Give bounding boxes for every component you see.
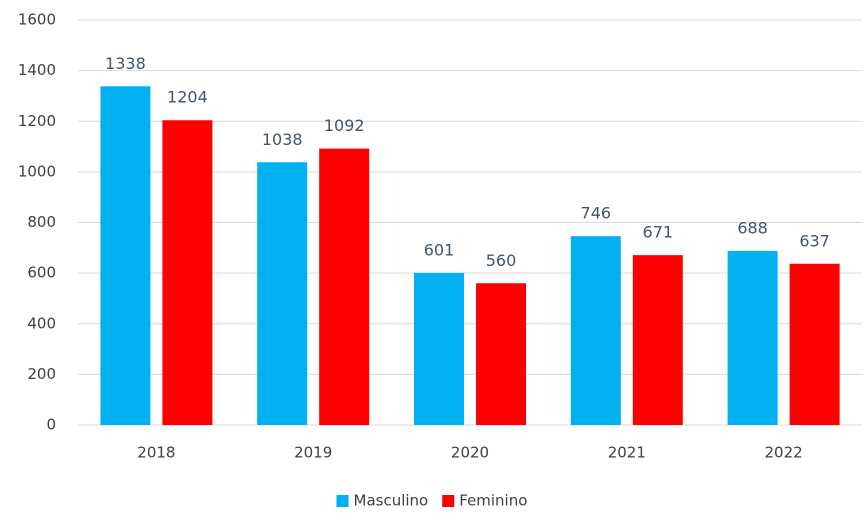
bar (476, 283, 526, 425)
y-tick-label: 1000 (18, 162, 56, 180)
x-tick-label: 2019 (294, 444, 332, 462)
x-tick-label: 2021 (608, 444, 646, 462)
bar (100, 86, 151, 425)
x-tick-label: 2022 (765, 444, 803, 462)
bar (632, 255, 683, 425)
y-tick-label: 1400 (18, 61, 56, 79)
y-tick-label: 1200 (18, 112, 56, 130)
data-label: 637 (799, 231, 830, 250)
bar (162, 120, 213, 426)
data-label: 1338 (105, 54, 146, 73)
y-tick-label: 600 (27, 264, 56, 282)
legend-label: Masculino (354, 492, 429, 510)
x-tick-label: 2018 (137, 444, 175, 462)
data-label: 671 (643, 223, 674, 242)
bar (727, 250, 778, 425)
legend-label: Feminino (459, 492, 527, 510)
x-tick-label: 2020 (451, 444, 489, 462)
data-label: 746 (581, 204, 612, 223)
y-tick-label: 1600 (18, 11, 56, 29)
bar (319, 148, 370, 425)
y-tick-label: 200 (27, 365, 56, 383)
data-label: 688 (737, 218, 768, 237)
legend-swatch (336, 495, 349, 507)
data-label: 560 (486, 251, 517, 270)
data-label: 601 (424, 240, 455, 259)
bar (570, 236, 621, 425)
bar (414, 272, 464, 425)
y-tick-label: 0 (46, 416, 56, 434)
bar (257, 162, 308, 425)
y-tick-label: 800 (27, 213, 56, 231)
data-label: 1092 (324, 116, 365, 135)
y-tick-label: 400 (27, 314, 56, 332)
data-label: 1204 (167, 88, 208, 107)
bar (789, 263, 840, 425)
data-label: 1038 (262, 130, 303, 149)
legend-swatch (442, 495, 455, 507)
